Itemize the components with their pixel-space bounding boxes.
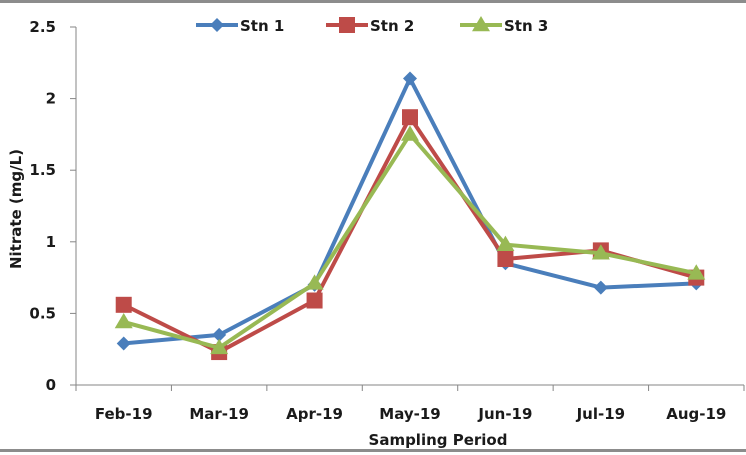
legend-label: Stn 3 xyxy=(504,17,548,35)
data-point xyxy=(687,264,706,280)
legend: Stn 1 Stn 2 Stn 3 xyxy=(196,16,548,35)
y-tick-label: 0 xyxy=(46,376,56,394)
series-3 xyxy=(114,125,706,355)
data-point xyxy=(496,235,515,251)
series-line xyxy=(123,132,697,350)
x-axis-title: Sampling Period xyxy=(369,431,508,449)
data-point xyxy=(212,327,227,342)
y-tick-label: 2 xyxy=(46,90,56,108)
legend-marker xyxy=(339,17,355,33)
x-tick-label: Apr-19 xyxy=(286,405,343,423)
legend-label: Stn 1 xyxy=(240,17,284,35)
data-point xyxy=(403,71,417,86)
y-tick-label: 0.5 xyxy=(29,304,56,322)
legend-item-1: Stn 1 xyxy=(196,17,284,35)
data-point xyxy=(210,338,229,355)
data-point xyxy=(115,296,132,313)
data-point xyxy=(593,280,608,295)
x-tick-label: Mar-19 xyxy=(189,405,249,423)
series-2 xyxy=(115,109,705,361)
x-tick-label: Jun-19 xyxy=(477,405,532,423)
x-tick-label: Jul-19 xyxy=(576,405,626,423)
data-point xyxy=(116,336,131,351)
data-point xyxy=(306,292,323,309)
x-tick-label: Aug-19 xyxy=(666,405,726,423)
y-tick-label: 1.5 xyxy=(29,161,56,179)
data-point xyxy=(591,244,610,260)
data-point xyxy=(402,109,418,126)
data-point xyxy=(497,250,514,267)
data-point xyxy=(114,312,133,329)
x-tick-label: Feb-19 xyxy=(95,405,153,423)
legend-marker xyxy=(472,16,490,32)
legend-label: Stn 2 xyxy=(370,17,414,35)
series-line xyxy=(122,115,697,355)
data-point xyxy=(305,274,324,290)
axes: 0 0.5 1 1.5 2 2.5 Feb-19 Mar-19 Apr-19 May-19 Jun-… xyxy=(29,18,745,423)
y-tick-label: 1 xyxy=(46,233,56,251)
line-chart: 0 0.5 1 1.5 2 2.5 Feb-19 Mar-19 Apr-19 May-19 Jun-… xyxy=(7,16,745,449)
legend-item-2: Stn 2 xyxy=(326,17,414,35)
x-tick-label: May-19 xyxy=(379,405,440,423)
y-axis-title: Nitrate (mg/L) xyxy=(7,149,25,269)
series-layer xyxy=(114,71,706,361)
legend-marker xyxy=(210,18,224,32)
y-tick-label: 2.5 xyxy=(29,18,56,36)
legend-item-3: Stn 3 xyxy=(460,16,548,35)
data-point xyxy=(401,125,419,141)
